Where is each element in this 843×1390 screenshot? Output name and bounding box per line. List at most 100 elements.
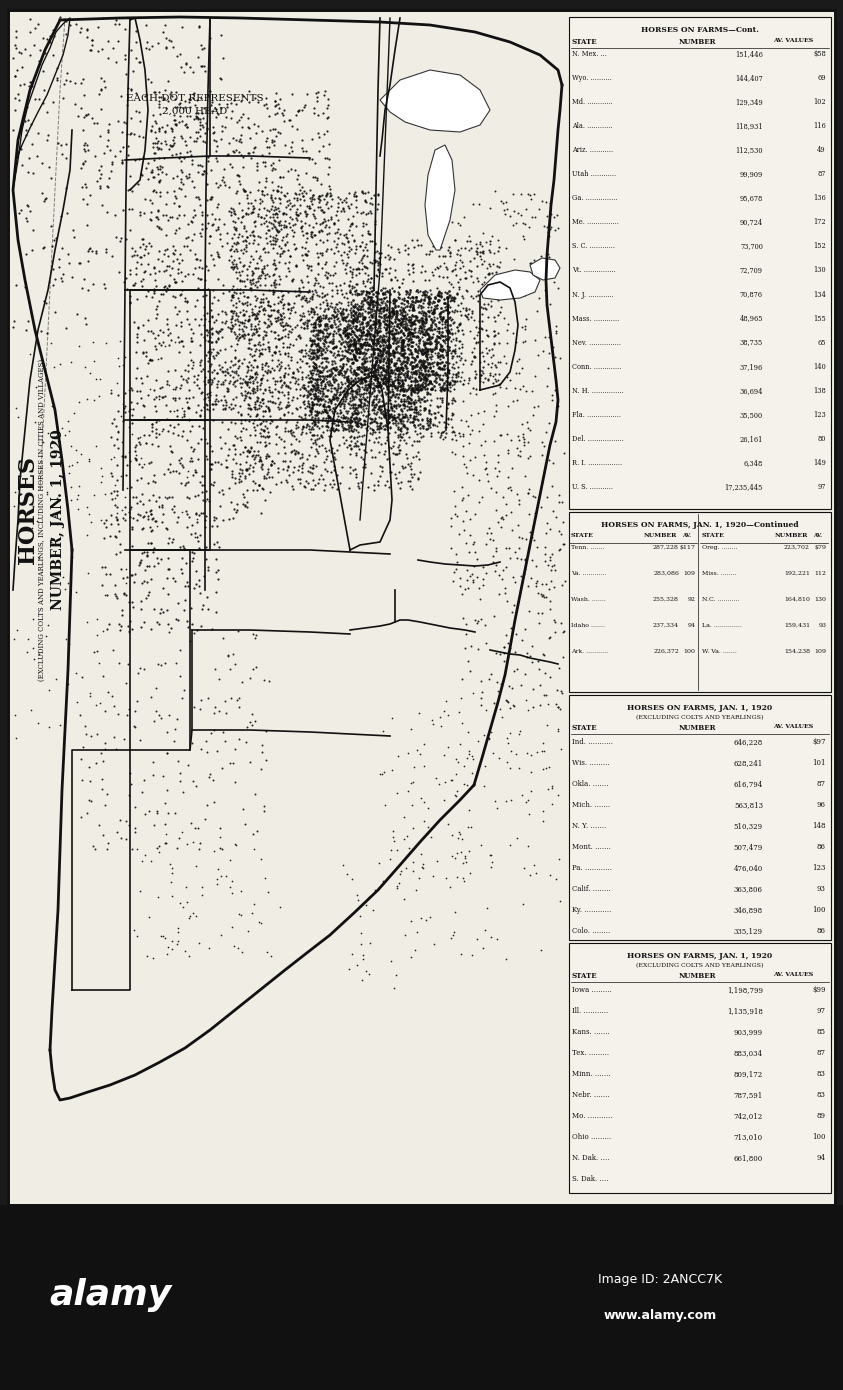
Point	[316, 101, 330, 124]
Point	[408, 420, 422, 442]
Point	[239, 457, 253, 480]
Point	[551, 217, 565, 239]
Point	[137, 659, 150, 681]
Point	[212, 569, 225, 591]
Point	[355, 357, 368, 379]
Point	[391, 281, 405, 303]
Point	[76, 735, 89, 758]
Point	[147, 104, 160, 126]
Point	[243, 268, 256, 291]
Point	[393, 327, 406, 349]
Point	[330, 357, 344, 379]
Point	[337, 364, 351, 386]
Point	[338, 371, 352, 393]
Point	[433, 343, 447, 366]
Point	[396, 313, 410, 335]
Point	[227, 373, 240, 395]
Point	[332, 291, 346, 313]
Point	[305, 391, 319, 413]
Point	[290, 188, 303, 210]
Point	[384, 393, 398, 416]
Point	[325, 314, 338, 336]
Point	[100, 838, 114, 860]
Point	[388, 329, 401, 352]
Point	[449, 363, 463, 385]
Point	[249, 189, 262, 211]
Point	[366, 229, 379, 252]
Point	[12, 89, 25, 111]
Point	[379, 279, 393, 302]
Point	[23, 21, 36, 43]
Point	[78, 132, 92, 154]
Point	[370, 418, 384, 441]
Point	[401, 292, 415, 314]
Point	[202, 489, 216, 512]
Point	[422, 285, 436, 307]
Point	[463, 367, 476, 389]
Point	[319, 289, 333, 311]
Point	[534, 584, 547, 606]
Point	[311, 272, 325, 295]
Point	[192, 189, 206, 211]
Point	[454, 236, 468, 259]
Point	[418, 755, 432, 777]
Point	[158, 14, 172, 36]
Point	[369, 363, 383, 385]
Point	[345, 348, 358, 370]
Point	[310, 373, 324, 395]
Point	[141, 532, 154, 555]
Point	[489, 368, 502, 391]
Point	[124, 39, 137, 61]
Point	[336, 309, 350, 331]
Point	[346, 310, 360, 332]
Point	[236, 441, 250, 463]
Point	[316, 210, 330, 232]
Point	[149, 206, 163, 228]
Point	[549, 218, 562, 240]
Point	[364, 288, 378, 310]
Text: NUMBER: NUMBER	[643, 532, 677, 538]
Point	[230, 257, 244, 279]
Point	[518, 619, 532, 641]
Point	[226, 274, 239, 296]
Point	[339, 257, 352, 279]
Point	[351, 357, 364, 379]
Point	[346, 282, 359, 304]
Point	[423, 239, 437, 261]
Point	[318, 318, 331, 341]
Point	[355, 311, 368, 334]
Point	[415, 306, 428, 328]
Point	[349, 302, 362, 324]
Point	[436, 317, 449, 339]
Point	[397, 343, 411, 366]
Point	[305, 364, 319, 386]
Point	[419, 331, 432, 353]
Point	[449, 763, 463, 785]
Point	[424, 307, 438, 329]
Point	[379, 246, 392, 268]
Point	[192, 377, 206, 399]
Point	[314, 189, 327, 211]
Point	[309, 431, 322, 453]
Point	[486, 225, 499, 247]
Point	[352, 425, 366, 448]
Point	[375, 341, 389, 363]
Point	[406, 286, 420, 309]
Point	[270, 423, 283, 445]
Point	[158, 224, 172, 246]
Text: Colo. ........: Colo. ........	[572, 927, 610, 935]
Point	[404, 475, 417, 498]
Point	[338, 389, 352, 411]
Point	[141, 545, 154, 567]
Point	[488, 271, 502, 293]
Point	[173, 146, 186, 168]
Point	[262, 200, 276, 222]
Point	[456, 607, 470, 630]
Point	[236, 224, 250, 246]
Point	[374, 407, 388, 430]
Point	[396, 345, 410, 367]
Point	[163, 461, 176, 484]
Point	[448, 784, 461, 806]
Point	[83, 788, 96, 810]
Point	[271, 203, 284, 225]
